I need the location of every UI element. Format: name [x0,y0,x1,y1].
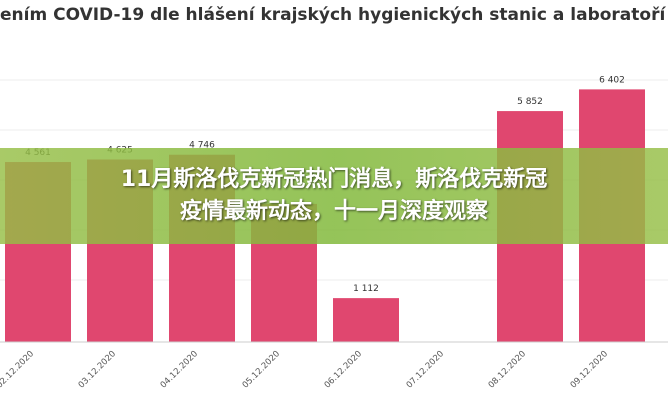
x-tick-label: 07.12.2020 [405,349,446,390]
x-tick-label: 04.12.2020 [159,349,200,390]
x-tick-label: 08.12.2020 [487,349,528,390]
chart-title: ením COVID-19 dle hlášení krajských hygi… [0,5,666,25]
bar [333,298,399,342]
value-label: 5 852 [517,97,543,107]
banner: 11月斯洛伐克新冠热门消息，斯洛伐克新冠 疫情最新动态，十一月深度观察 [0,148,668,244]
x-tick-label: 06.12.2020 [323,349,364,390]
banner-line: 疫情最新动态，十一月深度观察 [179,199,488,224]
x-tick-label: 02.12.2020 [0,349,36,390]
x-tick-label: 09.12.2020 [569,349,610,390]
banner-line: 11月斯洛伐克新冠热门消息，斯洛伐克新冠 [120,167,548,192]
value-label: 4 746 [189,141,215,151]
x-tick-label: 05.12.2020 [241,349,282,390]
x-tick-label: 03.12.2020 [77,349,118,390]
value-label: 1 112 [353,284,379,294]
value-label: 6 402 [599,75,625,85]
